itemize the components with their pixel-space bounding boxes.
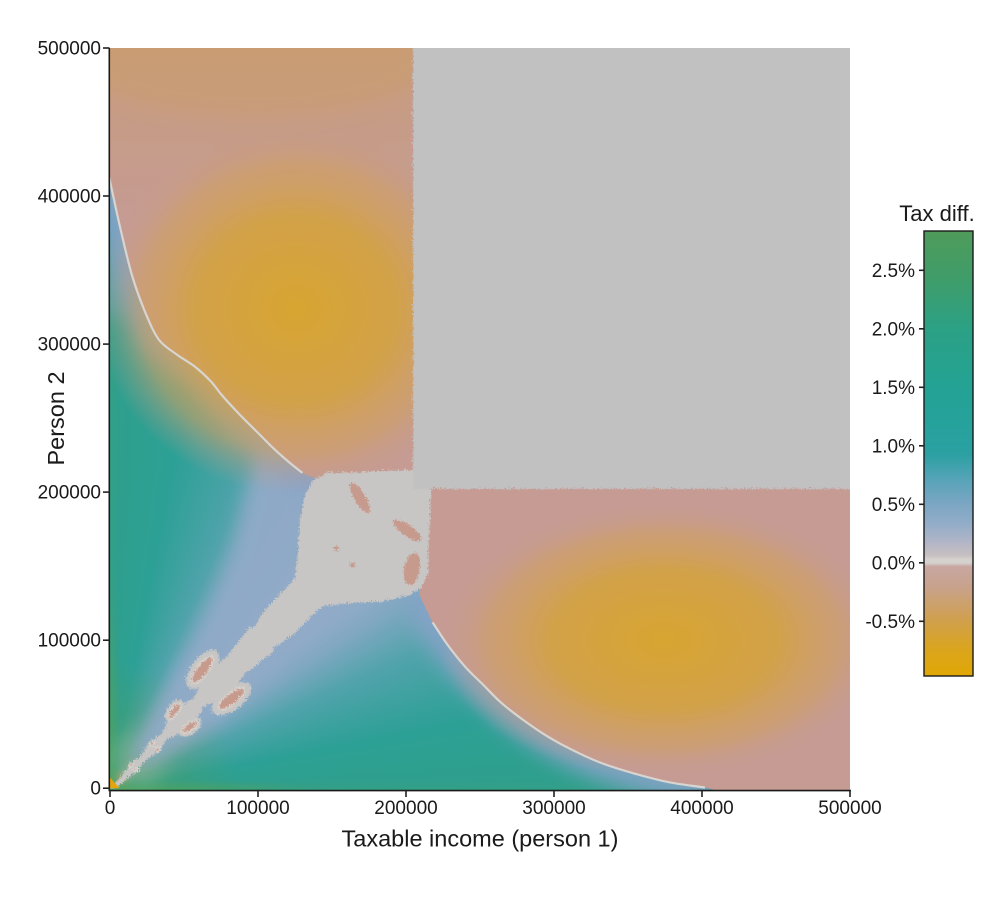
svg-text:400000: 400000 — [670, 798, 733, 819]
svg-text:Taxable income (person 1): Taxable income (person 1) — [342, 826, 619, 852]
svg-text:0.0%: 0.0% — [872, 553, 915, 574]
svg-text:1.5%: 1.5% — [872, 378, 915, 399]
svg-text:0: 0 — [105, 798, 116, 819]
svg-text:0.5%: 0.5% — [872, 495, 915, 516]
svg-text:200000: 200000 — [38, 483, 101, 504]
svg-text:300000: 300000 — [522, 798, 585, 819]
svg-text:-0.5%: -0.5% — [865, 612, 915, 633]
svg-text:500000: 500000 — [38, 39, 101, 60]
svg-text:400000: 400000 — [38, 187, 101, 208]
svg-text:1.0%: 1.0% — [872, 436, 915, 457]
svg-text:2.5%: 2.5% — [872, 261, 915, 282]
svg-text:500000: 500000 — [818, 798, 881, 819]
svg-text:Tax diff.: Tax diff. — [899, 201, 974, 226]
svg-text:Person 2: Person 2 — [43, 371, 69, 465]
svg-text:0: 0 — [90, 779, 101, 800]
svg-text:100000: 100000 — [38, 631, 101, 652]
svg-text:200000: 200000 — [374, 798, 437, 819]
svg-text:300000: 300000 — [38, 335, 101, 356]
svg-text:2.0%: 2.0% — [872, 319, 915, 340]
svg-text:100000: 100000 — [226, 798, 289, 819]
